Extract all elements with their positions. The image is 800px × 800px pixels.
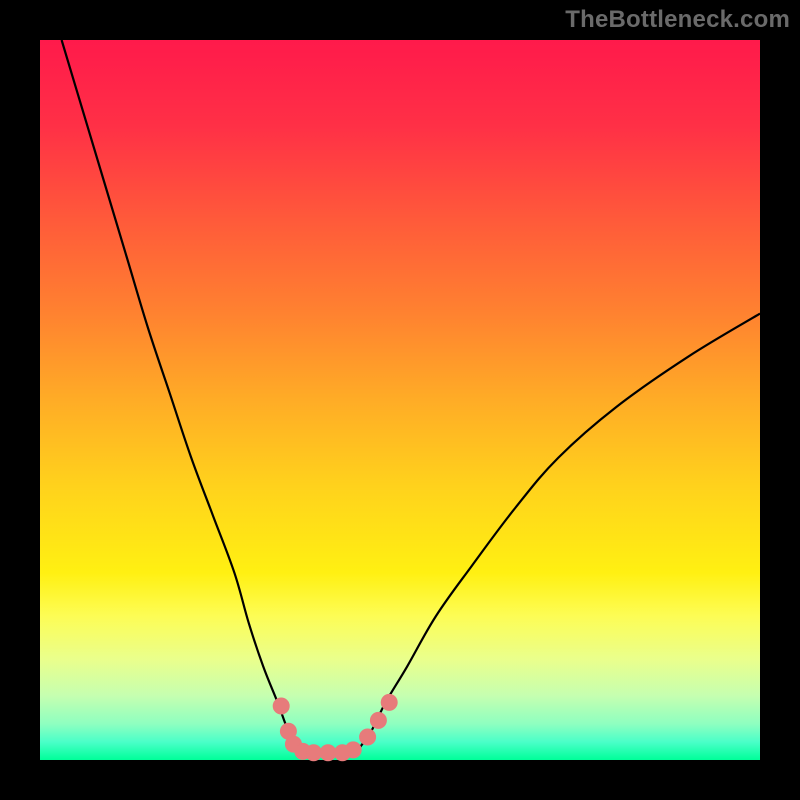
valley-marker — [381, 694, 397, 710]
valley-marker — [345, 742, 361, 758]
figure-frame: TheBottleneck.com — [0, 0, 800, 800]
plot-area — [40, 40, 760, 760]
watermark-text: TheBottleneck.com — [565, 6, 790, 34]
valley-marker — [360, 729, 376, 745]
valley-marker — [306, 745, 322, 761]
valley-marker — [370, 712, 386, 728]
valley-markers — [273, 694, 397, 760]
chart-svg — [40, 40, 760, 760]
valley-marker — [273, 698, 289, 714]
left-curve-line — [62, 40, 300, 751]
valley-marker — [320, 745, 336, 761]
right-curve-line — [357, 314, 760, 752]
